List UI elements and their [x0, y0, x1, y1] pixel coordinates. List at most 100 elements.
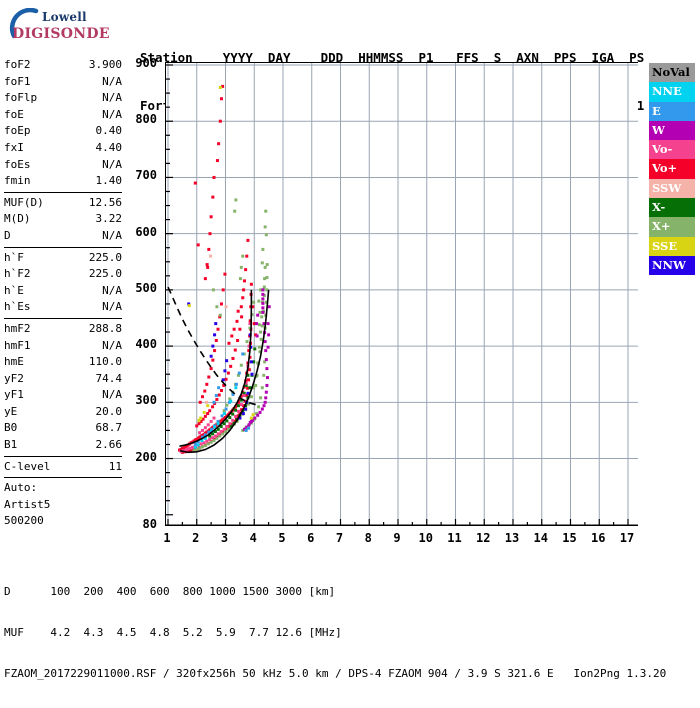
param-divider-1: [4, 191, 122, 193]
y-tick-label: 600: [135, 224, 157, 239]
muf-dashed-curve: [167, 286, 256, 406]
param-key: hmE: [4, 355, 24, 369]
param-row-fxI: fxI 4.40: [4, 140, 122, 157]
legend-item-w[interactable]: W: [649, 120, 695, 141]
x-tick-label: 2: [192, 531, 200, 545]
x-tick-label: 9: [393, 531, 401, 545]
autoscaler-label: Auto:: [4, 481, 38, 495]
param-value: 2.66: [95, 438, 123, 452]
param-row-hmE: hmE 110.0: [4, 354, 122, 371]
param-key: foFlp: [4, 91, 38, 105]
param-row-MUFD: MUF(D) 12.56: [4, 195, 122, 212]
param-value: 0.40: [95, 124, 123, 138]
autoscaler-code: 500200: [4, 514, 44, 528]
param-key: foEp: [4, 124, 31, 138]
param-row-hEs: h`Es N/A: [4, 299, 122, 316]
ionogram-canvas[interactable]: [166, 63, 638, 526]
param-key: B0: [4, 421, 18, 435]
param-value: 11: [108, 459, 122, 473]
y-tick-label: 800: [135, 112, 157, 127]
param-key: foF2: [4, 58, 31, 71]
param-value: N/A: [102, 107, 122, 121]
x-tick-label: 13: [504, 531, 520, 545]
x-tick-label: 11: [447, 531, 462, 545]
param-divider-3: [4, 317, 122, 319]
param-row-yF1: yF1 N/A: [4, 387, 122, 404]
param-row-foF1: foF1 N/A: [4, 74, 122, 91]
legend-item-e[interactable]: E: [649, 101, 695, 121]
param-row-foFlp: foFlp N/A: [4, 90, 122, 107]
logo-digisonde-text: DIGISONDE: [12, 26, 110, 42]
y-tick-label: 700: [135, 168, 157, 183]
param-key: h`F: [4, 250, 24, 264]
series-vo: [178, 84, 258, 454]
footer-file-row: FZAOM_2017229011000.RSF / 320fx256h 50 k…: [4, 666, 667, 680]
param-key: M(D): [4, 212, 31, 226]
param-divider-2: [4, 246, 122, 248]
param-key: B1: [4, 438, 18, 452]
param-row-yF2: yF2 74.4: [4, 371, 122, 388]
footer-muf-row: MUF 4.2 4.3 4.5 4.8 5.2 5.9 7.7 12.6 [MH…: [4, 625, 342, 639]
param-key: yE: [4, 404, 18, 418]
autoscaler-name: Artist5: [4, 497, 51, 511]
param-row-foF2: foF2 3.900: [4, 57, 122, 74]
param-divider-4: [4, 455, 122, 457]
ionogram-plot-area[interactable]: [165, 62, 638, 526]
legend-item-x[interactable]: X+: [649, 217, 695, 237]
x-tick-label: 12: [476, 531, 491, 545]
x-tick-label: 1: [163, 531, 171, 545]
legend-item-vo[interactable]: Vo-: [649, 140, 695, 160]
param-key: h`Es: [4, 300, 31, 314]
param-value: 20.0: [95, 404, 123, 418]
ionogram-page: Lowell DIGISONDE Station YYYY DAY DDD HH…: [4, 8, 695, 680]
param-row-D: D N/A: [4, 228, 122, 245]
param-row-fmin: fmin 1.40: [4, 173, 122, 190]
legend-item-x[interactable]: X-: [649, 198, 695, 218]
param-row-foEp: foEp 0.40: [4, 123, 122, 140]
logo-arc-icon: [9, 8, 39, 39]
x-tick-label: 15: [562, 531, 577, 545]
param-row-B1: B1 2.66: [4, 437, 122, 454]
param-group-virtual-heights: h`F 225.0 h`F2 225.0 h`E N/A h`Es N/A: [4, 250, 122, 316]
param-value: N/A: [102, 74, 122, 88]
polarization-legend: NoVal NNE E W Vo- Vo+ SSW X- X+ SSE NNW: [649, 63, 695, 276]
legend-item-nnw[interactable]: NNW: [649, 255, 695, 276]
x-tick-label: 17: [619, 531, 635, 545]
param-key: MUF(D): [4, 195, 44, 209]
legend-item-sse[interactable]: SSE: [649, 236, 695, 256]
legend-item-ssw[interactable]: SSW: [649, 178, 695, 199]
param-key: h`E: [4, 283, 24, 297]
footer-distance-row: D 100 200 400 600 800 1000 1500 3000 [km…: [4, 585, 336, 599]
y-tick-label: 300: [135, 393, 157, 408]
series-w: [242, 288, 271, 431]
param-row-hE: h`E N/A: [4, 283, 122, 300]
param-group-profile: hmF2 288.8 hmF1 N/A hmE 110.0 yF2 74.4 yF1 N/A yE 2…: [4, 321, 122, 454]
lowell-digisonde-logo: Lowell DIGISONDE: [6, 8, 126, 48]
param-row-yE: yE 20.0: [4, 404, 122, 421]
x-tick-label: 7: [335, 531, 344, 545]
y-tick-label: 200: [135, 449, 157, 464]
x-tick-label: 3: [220, 531, 229, 545]
scaled-parameters-panel: foF2 3.900 foF1 N/A foFlp N/A foE N/A foEp 0.40 fx…: [4, 57, 122, 530]
param-row-foE: foE N/A: [4, 107, 122, 124]
param-key: foF1: [4, 74, 31, 88]
y-tick-label: 400: [135, 337, 157, 352]
logo-lowell-text: Lowell: [42, 10, 87, 24]
grid-lines: [166, 63, 638, 526]
param-value: 110.0: [88, 355, 122, 369]
param-value: 288.8: [88, 321, 122, 335]
param-value: 12.56: [88, 195, 122, 209]
param-value: N/A: [102, 228, 122, 242]
series-sse: [187, 85, 255, 422]
param-key: fmin: [4, 174, 31, 188]
legend-item-vo[interactable]: Vo+: [649, 159, 695, 179]
param-key: hmF2: [4, 321, 31, 335]
x-tick-label: 8: [364, 531, 372, 545]
legend-item-noval[interactable]: NoVal: [649, 63, 695, 83]
param-value: 4.40: [95, 140, 123, 154]
x-tick-label: 14: [533, 531, 548, 545]
footer-block: D 100 200 400 600 800 1000 1500 3000 [km…: [4, 558, 666, 708]
x-tick-label: 4: [249, 531, 257, 545]
electron-density-profile: [179, 289, 253, 447]
legend-item-nne[interactable]: NNE: [649, 82, 695, 102]
